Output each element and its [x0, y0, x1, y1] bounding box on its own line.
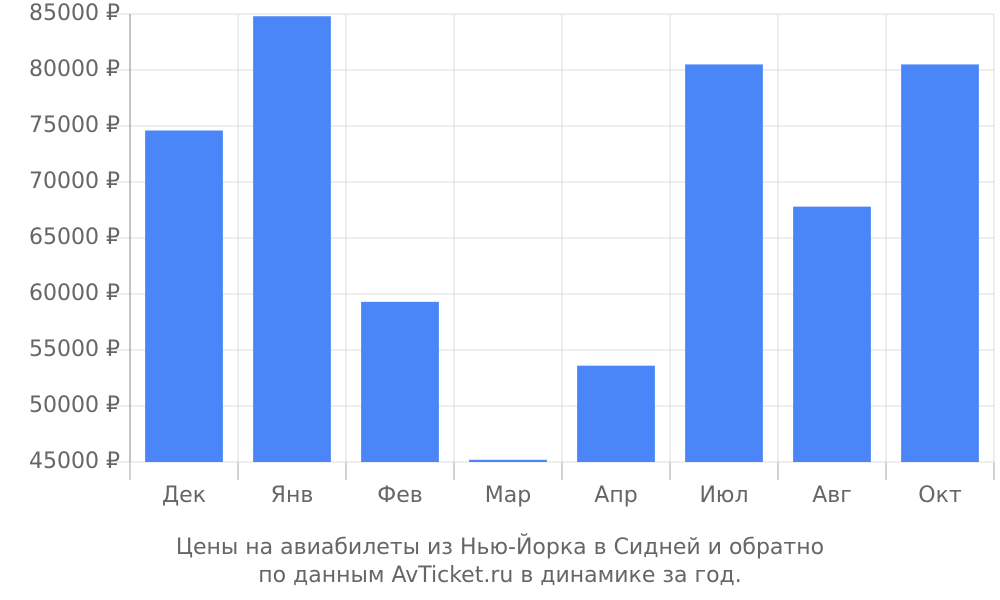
bar: [901, 64, 979, 463]
y-tick-label: 60000 ₽: [29, 281, 120, 306]
bar: [145, 130, 223, 463]
y-tick-label: 50000 ₽: [29, 393, 120, 418]
y-tick-label: 70000 ₽: [29, 169, 120, 194]
x-tick-label: Апр: [594, 483, 637, 508]
bar: [469, 459, 547, 462]
x-tick-label: Июл: [699, 483, 748, 508]
y-tick-label: 80000 ₽: [29, 57, 120, 82]
bar: [793, 206, 871, 462]
bar: [361, 301, 439, 462]
y-tick-label: 55000 ₽: [29, 337, 120, 362]
chart-subtitle: по данным AvTicket.ru в динамике за год.: [258, 563, 742, 588]
x-tick-label: Дек: [162, 483, 206, 508]
y-tick-label: 65000 ₽: [29, 225, 120, 250]
y-tick-label: 75000 ₽: [29, 113, 120, 138]
chart-title: Цены на авиабилеты из Нью-Йорка в Сидней…: [176, 534, 824, 560]
x-tick-label: Авг: [812, 483, 852, 508]
x-tick-label: Фев: [377, 483, 422, 508]
y-tick-label: 45000 ₽: [29, 449, 120, 474]
bar: [685, 64, 763, 463]
x-tick-label: Окт: [918, 483, 962, 508]
y-tick-label: 85000 ₽: [29, 1, 120, 26]
x-tick-label: Янв: [271, 483, 314, 508]
x-tick-label: Мар: [485, 483, 531, 508]
bar: [577, 365, 655, 462]
bar: [253, 16, 331, 463]
